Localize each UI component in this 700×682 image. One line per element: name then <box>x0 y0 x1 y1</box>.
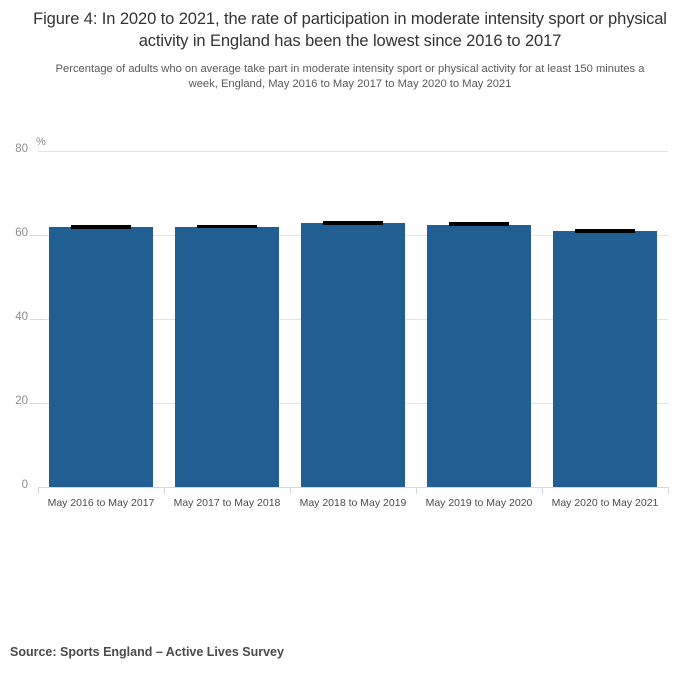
title-block: Figure 4: In 2020 to 2021, the rate of p… <box>0 0 700 92</box>
gridline <box>38 151 668 152</box>
x-axis-tick-label: May 2016 to May 2017 <box>47 497 155 509</box>
chart-subtitle: Percentage of adults who on average take… <box>55 63 645 90</box>
x-axis-tick-label: May 2017 to May 2018 <box>173 497 281 509</box>
error-bar <box>322 221 384 225</box>
y-axis-tick-mark <box>30 235 44 236</box>
error-bar <box>70 225 132 230</box>
x-axis-tick-mark <box>164 487 165 494</box>
x-axis-tick-mark <box>668 487 669 494</box>
error-bar <box>196 224 258 229</box>
bars-layer <box>0 128 700 628</box>
bar <box>175 226 279 487</box>
error-bar-cap-lower <box>70 227 132 230</box>
y-axis-tick-label: 80 <box>15 143 28 155</box>
y-axis-tick-label: 40 <box>15 311 28 323</box>
y-axis-tick-mark <box>30 403 44 404</box>
bar <box>49 227 153 487</box>
x-axis-tick-mark <box>416 487 417 494</box>
x-axis-tick-mark <box>542 487 543 494</box>
y-axis-tick-label: 20 <box>15 395 28 407</box>
x-axis-tick-label: May 2020 to May 2021 <box>551 497 659 509</box>
x-axis-tick-label: May 2019 to May 2020 <box>425 497 533 509</box>
error-bar-cap-lower <box>322 222 384 225</box>
bar <box>427 224 531 487</box>
x-axis-tick-mark <box>38 487 39 494</box>
error-bar-cap-lower <box>448 224 510 227</box>
plot-wrap: % 0 20 40 60 80 May 2016 to May 2017 May 2017… <box>0 128 700 528</box>
chart-title: Figure 4: In 2020 to 2021, the rate of p… <box>33 10 667 50</box>
y-axis-tick-label: 60 <box>15 227 28 239</box>
source-note: Source: Sports England – Active Lives Su… <box>10 645 284 659</box>
error-bar <box>448 222 510 227</box>
error-bar-cap-lower <box>574 230 636 233</box>
bar <box>301 223 405 487</box>
bar <box>553 231 657 487</box>
error-bar <box>574 229 636 233</box>
y-axis-unit-label: % <box>36 136 46 148</box>
x-axis-tick-label: May 2018 to May 2019 <box>299 497 407 509</box>
x-axis-tick-mark <box>290 487 291 494</box>
y-axis-tick-mark <box>30 319 44 320</box>
y-axis-tick-label: 0 <box>21 479 28 491</box>
x-axis-baseline <box>38 487 668 488</box>
error-bar-cap-lower <box>196 226 258 229</box>
